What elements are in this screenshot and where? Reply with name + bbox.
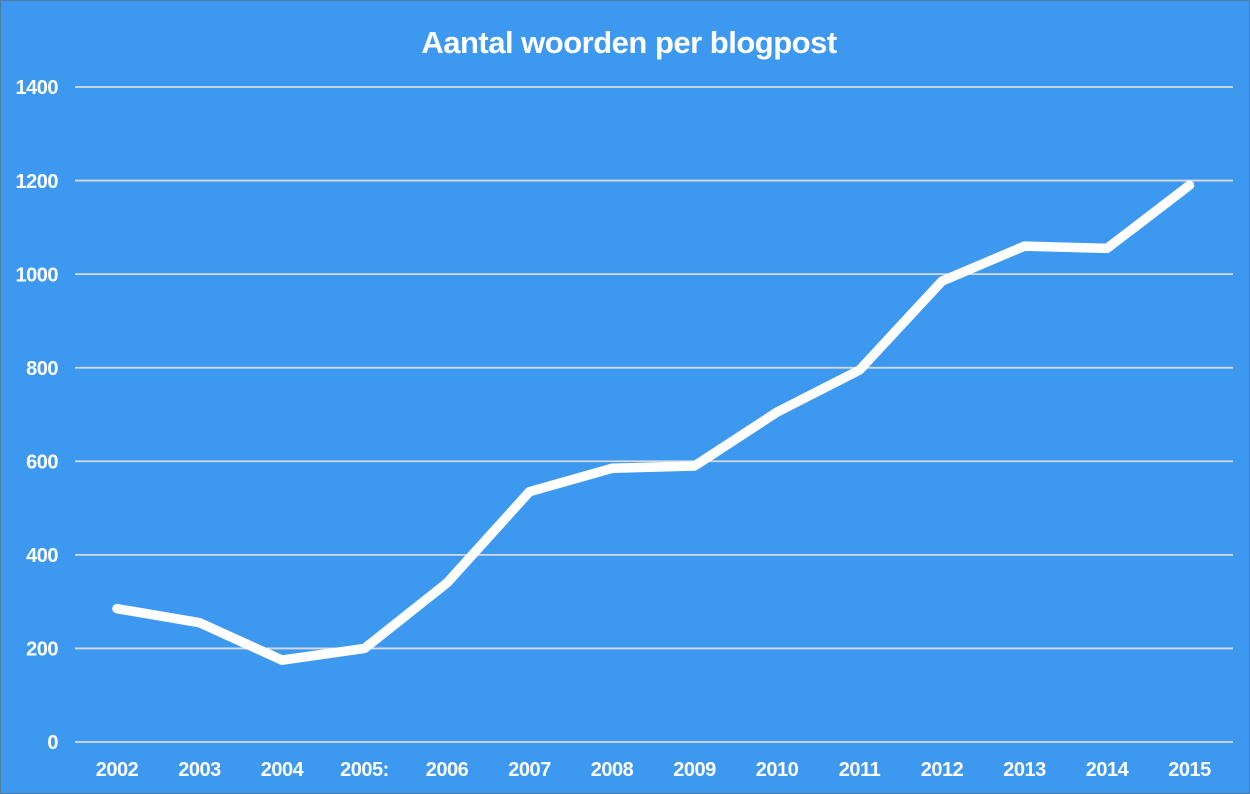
x-axis-tick-label: 2005: [340,759,389,781]
y-axis-tick-label: 800 [26,358,58,380]
y-axis-tick-label: 400 [26,545,58,567]
x-axis-tick-label: 2011 [839,759,881,781]
y-axis-tick-label: 0 [47,732,58,754]
y-axis-tick-label: 1400 [16,77,59,99]
y-axis-tick-label: 200 [26,639,58,661]
x-axis-tick-label: 2014 [1086,759,1130,781]
data-line [112,180,1195,665]
y-axis-tick-label: 600 [26,451,58,473]
x-axis-tick-label: 2010 [756,759,799,781]
gridlines-group [75,86,1233,743]
x-axis-tick-label: 2008 [591,759,634,781]
x-axis-tick-label: 2004 [261,759,305,781]
x-axis-labels-group: 2002 2003 2004 2005: 2006 2007 2008 2009 2010 201… [96,759,1212,781]
y-axis-tick-label: 1000 [16,264,59,286]
x-axis-tick-label: 2009 [673,759,716,781]
x-axis-tick-label: 2013 [1003,759,1046,781]
x-axis-tick-label: 2003 [178,759,221,781]
x-axis-tick-label: 2006 [426,759,469,781]
y-axis-labels-group: 0 200 400 600 800 1000 1200 1400 [16,77,59,754]
x-axis-tick-label: 2002 [96,759,139,781]
x-axis-tick-label: 2015 [1168,759,1211,781]
y-axis-tick-label: 1200 [16,171,59,193]
x-axis-tick-label: 2007 [508,759,551,781]
x-axis-tick-label: 2012 [921,759,964,781]
chart-title: Aantal woorden per blogpost [421,25,837,60]
